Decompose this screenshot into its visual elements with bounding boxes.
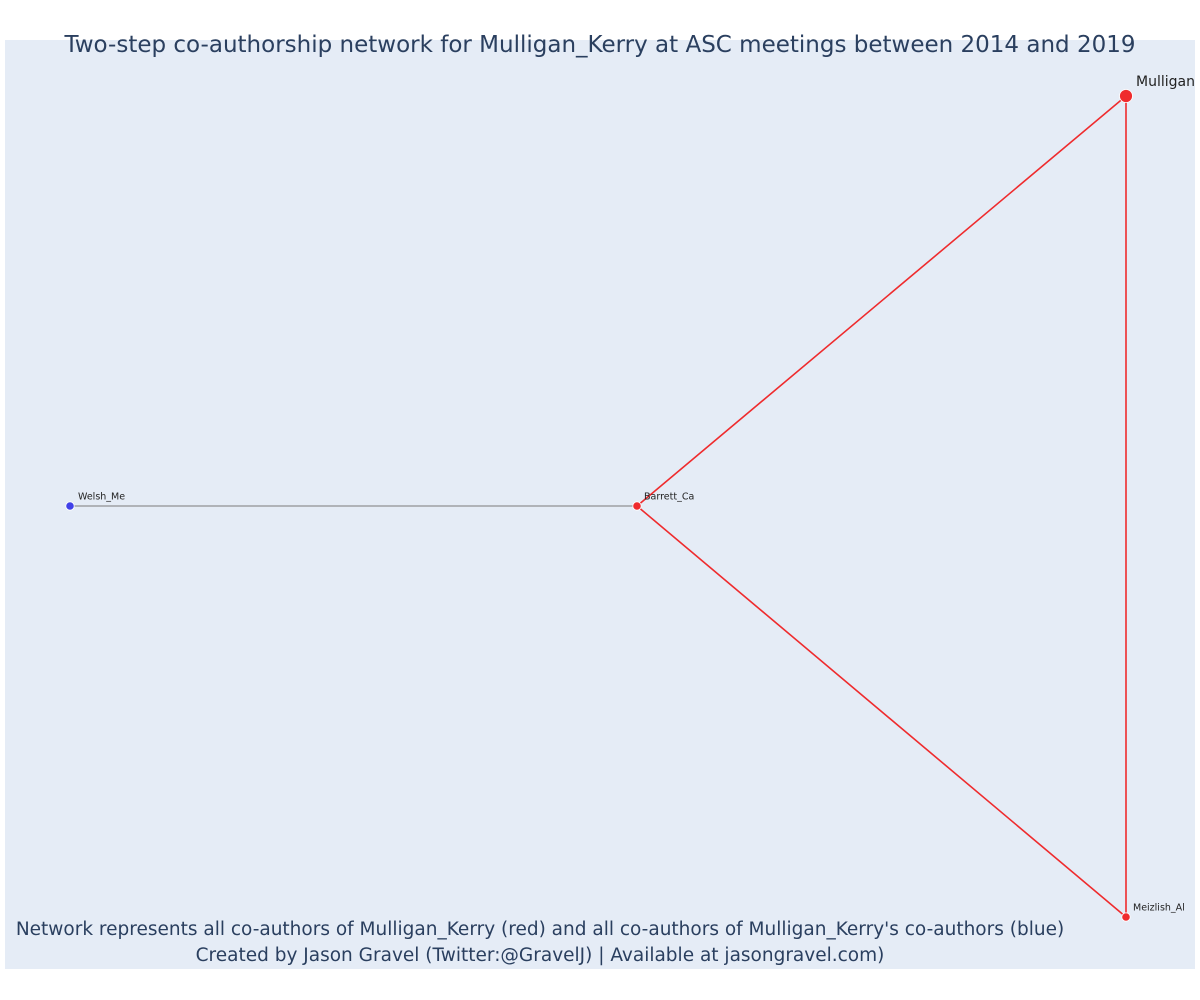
node-label-welsh: Welsh_Me (78, 492, 125, 503)
node-label-barrett: Barrett_Ca (644, 492, 694, 503)
caption-line-1: Network represents all co-authors of Mul… (15, 919, 1065, 940)
edge-mulligan-barrett (636, 95, 1127, 507)
chart-title: Two-step co-authorship network for Mulli… (64, 32, 1136, 58)
node-barrett[interactable] (632, 501, 642, 511)
node-label-mulligan: Mulligan (1136, 74, 1195, 90)
caption: Network represents all co-authors of Mul… (0, 917, 1080, 969)
node-mulligan[interactable] (1119, 89, 1133, 103)
node-meizlish[interactable] (1121, 912, 1131, 922)
plot-area (5, 40, 1195, 969)
edges-layer (70, 95, 1127, 918)
edge-barrett-meizlish (636, 505, 1127, 918)
labels-layer: Mulligan Barrett_Ca Meizlish_Al Welsh_Me (78, 74, 1195, 914)
caption-line-2: Created by Jason Gravel (Twitter:@Gravel… (195, 945, 885, 966)
node-label-meizlish: Meizlish_Al (1133, 903, 1185, 914)
node-welsh[interactable] (65, 501, 75, 511)
nodes-layer (65, 89, 1133, 922)
